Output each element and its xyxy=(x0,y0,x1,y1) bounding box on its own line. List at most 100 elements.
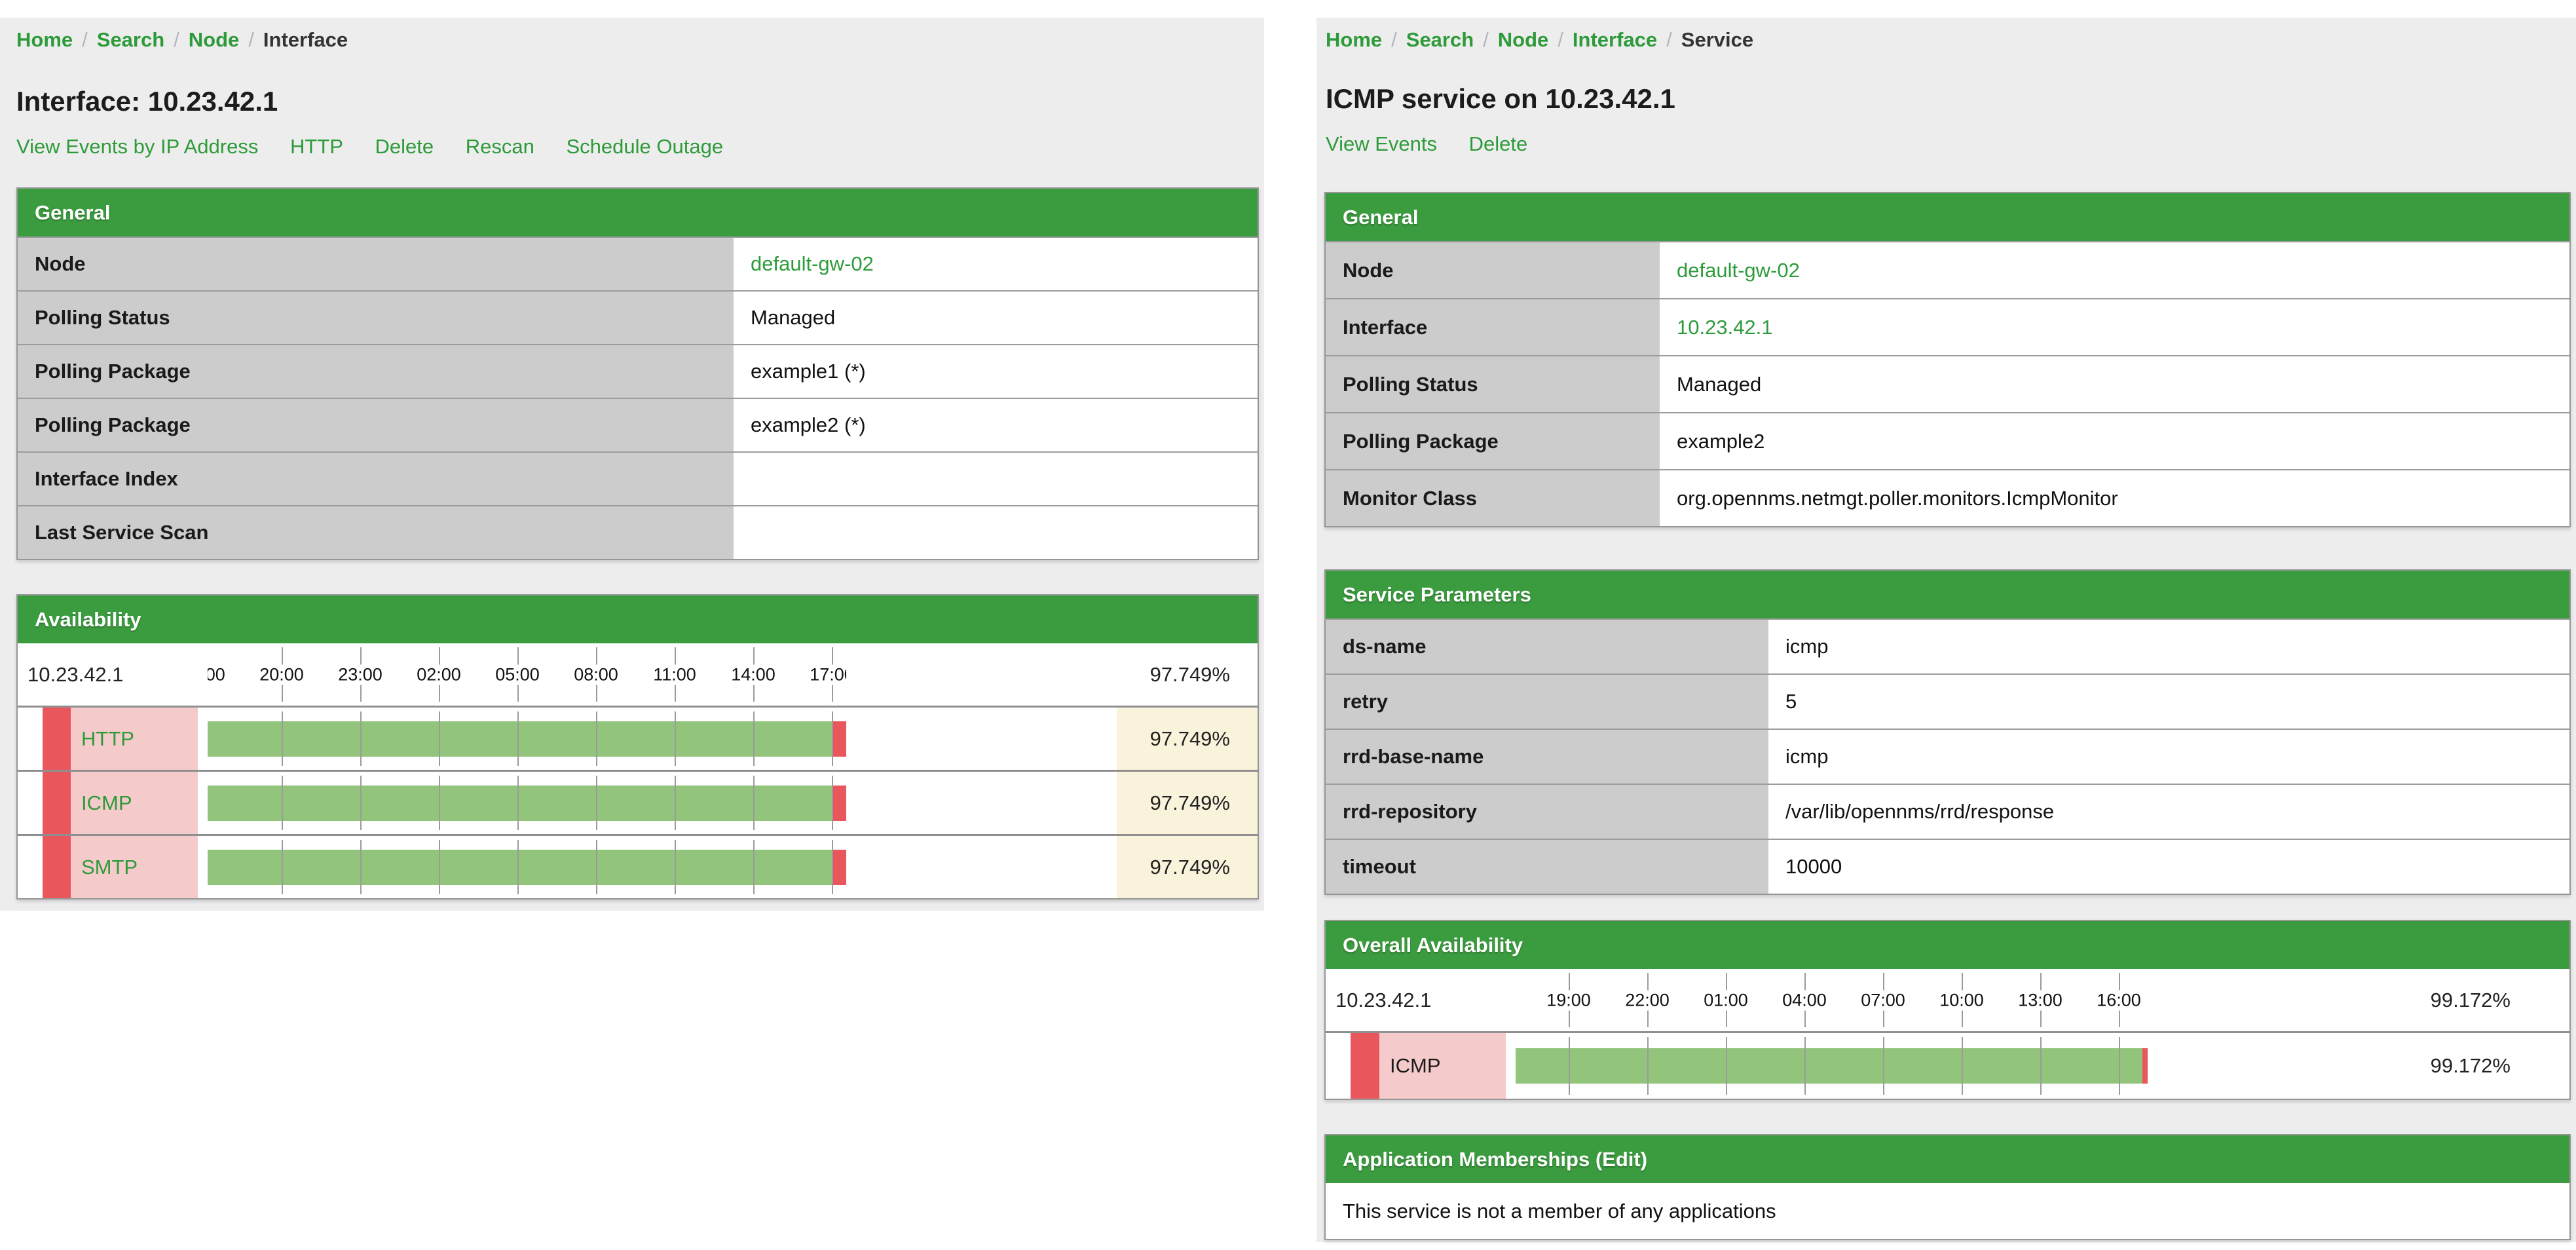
rescan-link[interactable]: Rescan xyxy=(465,135,534,158)
interface-link[interactable]: 10.23.42.1 xyxy=(1677,315,1773,339)
service-page: Home / Search / Node / Interface / Service ICMP … xyxy=(1316,18,2576,1242)
availability-percent: 97.749% xyxy=(1117,836,1258,898)
table-row: Polling Package example2 xyxy=(1326,412,2569,469)
row-label: rrd-repository xyxy=(1326,785,1768,839)
row-label: Polling Package xyxy=(18,345,734,398)
breadcrumb-separator: / xyxy=(174,28,179,51)
table-row: Node default-gw-02 xyxy=(1326,241,2569,298)
breadcrumb-separator: / xyxy=(1666,28,1672,51)
breadcrumb-home[interactable]: Home xyxy=(16,28,73,51)
row-value: org.opennms.netmgt.poller.monitors.IcmpM… xyxy=(1677,486,2118,510)
table-row: Polling Package example2 (*) xyxy=(18,398,1258,451)
row-value: example2 (*) xyxy=(751,413,866,436)
edit-link[interactable]: (Edit) xyxy=(1590,1148,1648,1171)
breadcrumb-separator: / xyxy=(82,28,88,51)
schedule-outage-link[interactable]: Schedule Outage xyxy=(566,135,724,158)
row-value: 5 xyxy=(1785,690,1797,713)
delete-link[interactable]: Delete xyxy=(1468,132,1528,155)
row-label: Node xyxy=(1326,242,1660,298)
row-label: ds-name xyxy=(1326,620,1768,673)
row-value: icmp xyxy=(1785,745,1829,768)
availability-summary-row: 10.23.42.1 19:00 22:00 01:00 04:00 07:00 10:0… xyxy=(1326,969,2569,1031)
availability-service-row: SMTP 97.749% xyxy=(18,834,1258,898)
node-link[interactable]: default-gw-02 xyxy=(1677,258,1800,282)
panel-header-label: Application Memberships xyxy=(1343,1148,1590,1171)
availability-service-row: HTTP 97.749% xyxy=(18,706,1258,770)
panel-header: Overall Availability xyxy=(1326,921,2569,969)
row-label: timeout xyxy=(1326,840,1768,894)
page-title: ICMP service on 10.23.42.1 xyxy=(1326,83,1675,114)
row-label: Last Service Scan xyxy=(18,506,734,559)
table-row: ds-name icmp xyxy=(1326,618,2569,673)
table-row: rrd-repository /var/lib/opennms/rrd/resp… xyxy=(1326,784,2569,839)
outage-indicator xyxy=(1351,1033,1379,1099)
row-value xyxy=(734,506,1258,559)
table-row: timeout 10000 xyxy=(1326,839,2569,894)
row-value: Managed xyxy=(751,306,836,329)
row-label: Monitor Class xyxy=(1326,470,1660,526)
outage-indicator xyxy=(43,772,71,834)
table-row: Monitor Class org.opennms.netmgt.poller.… xyxy=(1326,469,2569,526)
overall-availability-panel: Overall Availability 10.23.42.1 19:00 22:… xyxy=(1324,920,2571,1100)
panel-header: Application Memberships (Edit) xyxy=(1326,1135,2569,1183)
availability-service-row: ICMP 97.749% xyxy=(18,770,1258,834)
service-link-smtp[interactable]: SMTP xyxy=(81,855,138,879)
availability-percent: 97.749% xyxy=(1117,772,1258,834)
service-parameters-panel: Service Parameters ds-name icmp retry 5 … xyxy=(1324,569,2571,895)
general-panel: General Node default-gw-02 Polling Statu… xyxy=(16,187,1259,560)
panel-header: Service Parameters xyxy=(1326,571,2569,618)
availability-summary-row: 10.23.42.1 17:0020:0023:0002:0005:0008:0… xyxy=(18,643,1258,706)
breadcrumb-home[interactable]: Home xyxy=(1326,28,1383,51)
time-axis: 19:00 22:00 01:00 04:00 07:00 10:00 13:00 16:00 xyxy=(1516,969,2148,1031)
availability-bar xyxy=(1516,1033,2148,1099)
service-link-icmp[interactable]: ICMP xyxy=(81,791,132,814)
row-value: icmp xyxy=(1785,635,1829,658)
breadcrumb: Home / Search / Node / Interface / Service xyxy=(1326,18,2576,52)
http-link[interactable]: HTTP xyxy=(289,135,343,158)
service-link-http[interactable]: HTTP xyxy=(81,727,134,750)
delete-link[interactable]: Delete xyxy=(375,135,434,158)
ip-address-label: 10.23.42.1 xyxy=(28,662,124,686)
table-row: retry 5 xyxy=(1326,673,2569,729)
availability-percent: 97.749% xyxy=(1117,708,1258,770)
breadcrumb-node[interactable]: Node xyxy=(188,28,240,51)
breadcrumb-search[interactable]: Search xyxy=(1406,28,1474,51)
table-row: Polling Status Managed xyxy=(1326,355,2569,412)
action-links: View Events by IP Address HTTP Delete Re… xyxy=(16,135,1264,159)
time-axis: 17:0020:0023:0002:0005:0008:0011:0014:00… xyxy=(208,643,846,706)
outage-indicator xyxy=(43,708,71,770)
breadcrumb-separator: / xyxy=(248,28,254,51)
row-label: rrd-base-name xyxy=(1326,730,1768,784)
table-row: Polling Status Managed xyxy=(18,290,1258,344)
availability-panel: Availability 10.23.42.1 17:0020:0023:000… xyxy=(16,594,1259,900)
table-row: Node default-gw-02 xyxy=(18,237,1258,290)
breadcrumb-separator: / xyxy=(1558,28,1563,51)
view-events-by-ip-link[interactable]: View Events by IP Address xyxy=(16,135,259,158)
breadcrumb-node[interactable]: Node xyxy=(1497,28,1549,51)
view-events-link[interactable]: View Events xyxy=(1326,132,1438,155)
table-row: Last Service Scan xyxy=(18,505,1258,559)
interface-page: Home / Search / Node / Interface Interface: 10… xyxy=(0,18,1264,911)
row-value: /var/lib/opennms/rrd/response xyxy=(1785,800,2055,823)
table-row: Interface Index xyxy=(18,451,1258,505)
availability-percent: 97.749% xyxy=(1149,662,1230,686)
table-row: Polling Package example1 (*) xyxy=(18,344,1258,398)
breadcrumb-separator: / xyxy=(1391,28,1397,51)
row-label: Interface Index xyxy=(18,453,734,505)
row-label: Polling Status xyxy=(1326,356,1660,412)
availability-percent: 99.172% xyxy=(2430,1054,2511,1077)
breadcrumb-search[interactable]: Search xyxy=(96,28,165,51)
row-value: example1 (*) xyxy=(751,360,866,383)
table-row: rrd-base-name icmp xyxy=(1326,729,2569,784)
availability-service-row: ICMP 99.172% xyxy=(1326,1031,2569,1099)
availability-bar xyxy=(208,772,846,834)
breadcrumb-interface[interactable]: Interface xyxy=(1572,28,1658,51)
availability-bar xyxy=(208,836,846,898)
panel-header: General xyxy=(1326,193,2569,241)
ip-address-label: 10.23.42.1 xyxy=(1335,988,1432,1012)
node-link[interactable]: default-gw-02 xyxy=(751,252,874,275)
general-panel: General Node default-gw-02 Interface 10.… xyxy=(1324,192,2571,527)
action-links: View Events Delete xyxy=(1326,132,2576,156)
outage-indicator xyxy=(43,836,71,898)
panel-header: Availability xyxy=(18,596,1258,643)
